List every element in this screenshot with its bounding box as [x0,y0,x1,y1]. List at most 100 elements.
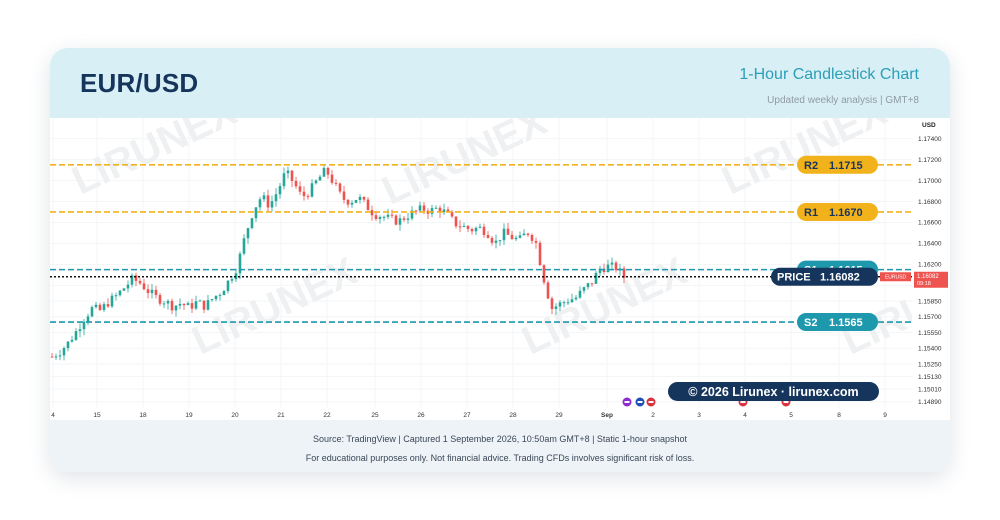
level-tag: R1 [804,207,818,219]
x-tick-label: 18 [139,412,147,419]
candle-body [550,298,554,309]
x-tick-label: 9 [883,412,887,419]
candle-body [462,226,466,228]
candle-body [494,240,498,243]
candle-body [190,303,194,309]
candle-body [570,299,574,303]
x-tick-label: 4 [743,412,747,419]
candle-body [258,199,262,208]
candle-body [330,174,334,183]
candle-body [398,218,402,225]
candle-body [166,300,170,304]
y-tick-label: 1.16400 [918,241,942,248]
candle-body [422,205,426,211]
candle-body [210,299,214,301]
candle-body [614,262,618,271]
candle-body [318,176,322,181]
candle-body [78,329,82,332]
copyright-text: © 2026 Lirunex · lirunex.com [688,385,858,399]
candle-body [538,242,542,266]
watermark-text: LIRUNEX [186,249,364,363]
candle-body [566,302,570,304]
x-tick-label: 2 [651,412,655,419]
candle-body [522,233,526,236]
candle-body [98,304,102,310]
y-tick-label: 1.15130 [918,374,942,381]
candle-body [262,195,266,200]
y-tick-label: 1.15550 [918,330,942,337]
candle-body [482,226,486,236]
candle-body [486,235,490,238]
y-tick-label: 1.17200 [918,157,942,164]
candle-body [498,240,502,242]
level-value: 1.1715 [829,160,863,172]
candle-body [562,302,566,304]
candle-body [322,167,326,177]
candle-body [406,218,410,220]
x-tick-label: 22 [323,412,331,419]
candle-body [54,356,58,358]
candle-body [430,208,434,214]
chart-title: 1-Hour Candlestick Chart [739,66,919,83]
candle-body [374,215,378,219]
candle-body [162,303,166,305]
updated-note: Updated weekly analysis | GMT+8 [767,95,919,106]
candle-body [366,199,370,211]
y-tick-label: 1.14890 [918,399,942,406]
candle-body [90,307,94,317]
candle-body [454,216,458,227]
candle-body [490,237,494,243]
candle-body [218,295,222,297]
y-tick-label: 1.17400 [918,136,942,143]
candle-body [334,182,338,184]
time-axis: 4 15 18 19 20 21 22 25 26 27 28 29 Sep 2 3 4 5 8 9 [50,408,950,420]
candle-body [526,233,530,235]
level-badge-r2 [797,155,878,174]
candle-body [434,207,438,209]
level-badge-r1 [797,202,878,221]
candle-body [278,186,282,195]
candle-body [598,268,602,273]
candle-body [402,218,406,220]
candle-body [194,301,198,309]
candle-body [174,305,178,311]
x-tick-label: 27 [463,412,471,419]
candle-body [510,234,514,240]
axis-countdown-text: 09:18 [917,281,931,287]
chart-header: EUR/USD 1-Hour Candlestick Chart Updated… [50,48,950,118]
candle-body [198,300,202,302]
candle-body [222,291,226,296]
chart-footer: Source: TradingView | Captured 1 Septemb… [50,420,950,472]
candle-body [274,194,278,202]
event-flag-us-icon-mark [783,401,789,403]
candle-body [114,295,118,297]
candle-body [58,355,62,357]
candle-body [506,228,510,235]
watermark-text: LIRUNEX [376,118,554,213]
candle-body [242,238,246,254]
disclaimer: For educational purposes only. Not finan… [305,453,695,463]
candle-body [126,284,130,289]
candle-body [314,180,318,184]
candle-body [138,280,142,284]
axis-symbol-badge [880,272,911,282]
y-tick-label: 1.16800 [918,199,942,206]
x-tick-label: 3 [697,412,701,419]
x-tick-label: 29 [555,412,563,419]
candle-body [202,300,206,310]
candle-body [50,356,54,358]
candle-body [418,205,422,211]
candle-body [250,218,254,229]
candle-body [234,273,238,280]
candle-body [586,283,590,288]
candle-body [70,339,74,342]
watermark-text: LIRUNEX [516,249,694,363]
candle-body [142,283,146,290]
x-tick-label: 28 [509,412,517,419]
candle-body [386,214,390,217]
pair-title: EUR/USD [80,68,199,98]
level-labels: R21.1715R11.1670S11.1615S21.1565PRICE1.1… [668,155,879,401]
x-tick-label: 5 [789,412,793,419]
y-tick-label: 1.15250 [918,361,942,368]
copyright-badge [668,382,879,401]
